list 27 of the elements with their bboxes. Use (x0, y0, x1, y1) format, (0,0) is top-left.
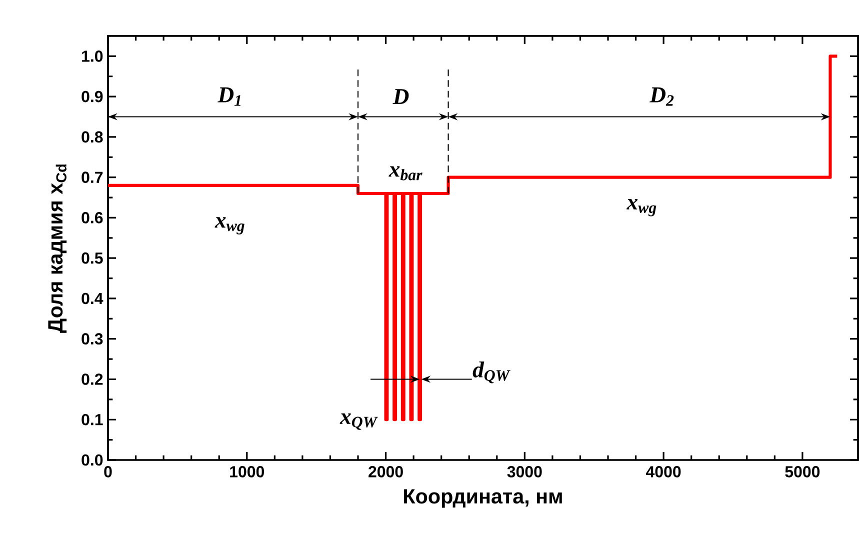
annotation: d$_{QW}$ (472, 361, 510, 384)
x-tick-label: 4000 (646, 466, 681, 478)
x-tick-label: 2000 (368, 466, 403, 478)
y-tick-label: 0.6 (82, 212, 103, 224)
y-axis-title: Доля кадмия x$_{Cd}$ (48, 164, 67, 333)
y-tick-label: 1.0 (82, 50, 103, 62)
annotation: x$_{QW}$ (340, 413, 378, 430)
y-tick-label: 0.0 (82, 454, 103, 466)
y-tick-label: 0.7 (82, 172, 103, 183)
x-tick-label: 0 (104, 466, 112, 478)
annotation: D$_{1}$ (218, 87, 240, 106)
x-axis-title: Координата, нм (404, 489, 562, 508)
annotation: x$_{bar}$ (388, 166, 422, 180)
y-tick-label: 0.2 (82, 374, 103, 385)
annotation: D (392, 89, 409, 104)
y-tick-label: 0.8 (82, 131, 103, 143)
x-tick-label: 1000 (230, 466, 264, 478)
y-tick-label: 0.3 (82, 333, 103, 345)
annotation: x$_{wg}$ (626, 198, 656, 216)
y-tick-label: 0.1 (82, 414, 103, 426)
annotation: D$_{2}$ (650, 87, 674, 106)
y-tick-label: 0.9 (82, 90, 103, 102)
y-tick-label: 0.4 (82, 292, 104, 304)
x-tick-label: 5000 (785, 466, 820, 478)
y-tick-label: 0.5 (82, 252, 103, 264)
x-tick-label: 3000 (507, 466, 542, 478)
annotation: x$_{wg}$ (214, 217, 244, 234)
